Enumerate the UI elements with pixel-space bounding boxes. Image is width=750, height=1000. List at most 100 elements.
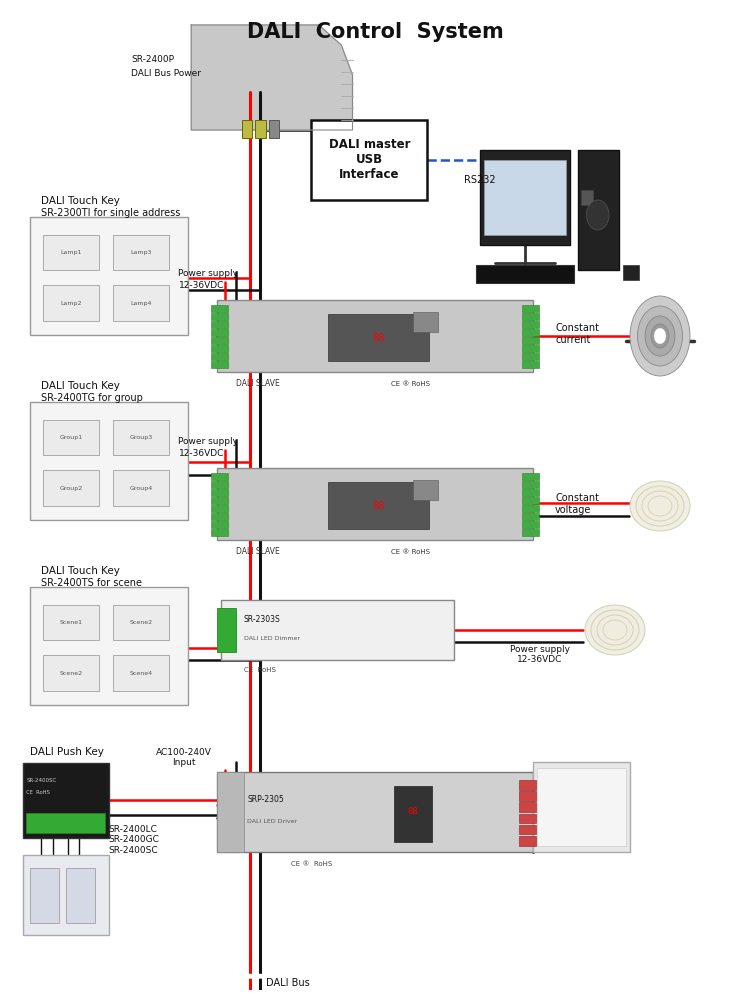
FancyBboxPatch shape [211, 505, 228, 512]
FancyBboxPatch shape [622, 265, 639, 280]
FancyBboxPatch shape [217, 772, 244, 852]
FancyBboxPatch shape [211, 345, 228, 352]
FancyBboxPatch shape [413, 312, 438, 332]
FancyBboxPatch shape [43, 285, 99, 321]
FancyBboxPatch shape [211, 489, 228, 496]
FancyBboxPatch shape [413, 480, 438, 500]
Text: CE ® RoHS: CE ® RoHS [391, 549, 430, 555]
Text: RS232: RS232 [464, 175, 496, 185]
FancyBboxPatch shape [43, 470, 99, 506]
FancyBboxPatch shape [211, 497, 228, 504]
FancyBboxPatch shape [112, 605, 170, 640]
Text: 12-36VDC: 12-36VDC [178, 282, 224, 290]
FancyBboxPatch shape [211, 513, 228, 520]
Text: DALI Touch Key: DALI Touch Key [41, 381, 120, 391]
Text: Constant
current: Constant current [555, 323, 599, 345]
FancyBboxPatch shape [211, 353, 228, 360]
Text: DALI SLAVE: DALI SLAVE [236, 548, 280, 556]
Text: Power supply: Power supply [178, 269, 238, 278]
Text: Lamp4: Lamp4 [130, 301, 152, 306]
FancyBboxPatch shape [522, 361, 538, 368]
Ellipse shape [648, 496, 672, 516]
FancyBboxPatch shape [221, 600, 454, 660]
FancyBboxPatch shape [522, 345, 538, 352]
FancyBboxPatch shape [519, 780, 536, 790]
FancyBboxPatch shape [66, 868, 94, 923]
Text: SRP-2305: SRP-2305 [248, 796, 284, 804]
Text: Group4: Group4 [129, 486, 152, 491]
FancyBboxPatch shape [328, 314, 428, 361]
FancyBboxPatch shape [22, 763, 109, 838]
FancyBboxPatch shape [522, 329, 538, 336]
Circle shape [586, 200, 609, 230]
FancyBboxPatch shape [311, 120, 428, 200]
FancyBboxPatch shape [211, 329, 228, 336]
Text: Power supply: Power supply [178, 438, 238, 446]
FancyBboxPatch shape [519, 836, 536, 846]
Text: 12-36VDC: 12-36VDC [178, 450, 224, 458]
Text: DALI Touch Key: DALI Touch Key [41, 196, 120, 206]
FancyBboxPatch shape [484, 160, 566, 235]
Text: 88: 88 [372, 501, 384, 511]
FancyBboxPatch shape [522, 529, 538, 536]
FancyBboxPatch shape [532, 762, 630, 852]
FancyBboxPatch shape [217, 608, 236, 652]
FancyBboxPatch shape [217, 300, 532, 372]
FancyBboxPatch shape [26, 813, 105, 833]
Text: DALI Touch Key: DALI Touch Key [41, 566, 120, 576]
Text: DALI master
USB
Interface: DALI master USB Interface [328, 138, 410, 181]
Circle shape [638, 306, 682, 366]
FancyBboxPatch shape [43, 605, 99, 640]
Text: Scene2: Scene2 [59, 671, 82, 676]
Text: DALI LED Dimmer: DALI LED Dimmer [244, 636, 300, 642]
Text: SR-2400SC: SR-2400SC [26, 778, 56, 784]
Text: Constant
voltage: Constant voltage [555, 493, 599, 515]
Text: Power supply
12-36VDC: Power supply 12-36VDC [510, 645, 570, 664]
FancyBboxPatch shape [211, 529, 228, 536]
Ellipse shape [591, 610, 639, 650]
FancyBboxPatch shape [537, 768, 626, 846]
FancyBboxPatch shape [217, 772, 532, 852]
FancyBboxPatch shape [581, 190, 592, 205]
Text: CE  RoHS: CE RoHS [26, 790, 50, 796]
FancyBboxPatch shape [217, 468, 532, 540]
Text: Scene1: Scene1 [59, 620, 82, 625]
Text: Scene4: Scene4 [129, 671, 152, 676]
Text: Group3: Group3 [129, 435, 152, 440]
Text: Scene2: Scene2 [129, 620, 152, 625]
FancyBboxPatch shape [211, 313, 228, 320]
FancyBboxPatch shape [522, 481, 538, 488]
Ellipse shape [585, 605, 645, 655]
FancyBboxPatch shape [211, 481, 228, 488]
Text: SR-2400LC
SR-2400GC
SR-2400SC: SR-2400LC SR-2400GC SR-2400SC [109, 825, 160, 855]
FancyBboxPatch shape [522, 337, 538, 344]
FancyBboxPatch shape [519, 791, 536, 801]
FancyBboxPatch shape [578, 150, 619, 270]
Text: Lamp3: Lamp3 [130, 250, 152, 255]
FancyBboxPatch shape [480, 150, 570, 245]
FancyBboxPatch shape [522, 513, 538, 520]
FancyBboxPatch shape [112, 235, 170, 270]
FancyBboxPatch shape [30, 868, 58, 923]
FancyBboxPatch shape [522, 321, 538, 328]
FancyBboxPatch shape [22, 855, 109, 935]
FancyBboxPatch shape [112, 285, 170, 321]
Text: CE  RoHS: CE RoHS [244, 667, 276, 673]
FancyBboxPatch shape [522, 473, 538, 480]
Text: Group2: Group2 [59, 486, 82, 491]
Circle shape [654, 328, 666, 344]
Text: DALI Bus: DALI Bus [266, 978, 310, 988]
FancyBboxPatch shape [255, 120, 266, 138]
FancyBboxPatch shape [30, 402, 188, 520]
Text: AC100-240V
Input: AC100-240V Input [156, 748, 212, 767]
Polygon shape [191, 25, 352, 130]
FancyBboxPatch shape [268, 120, 279, 138]
Text: DALI SLAVE: DALI SLAVE [236, 379, 280, 388]
Text: DALI LED Driver: DALI LED Driver [248, 819, 298, 824]
FancyBboxPatch shape [522, 305, 538, 312]
Text: DALI Bus Power: DALI Bus Power [131, 68, 201, 78]
FancyBboxPatch shape [211, 473, 228, 480]
Text: SR-2400TS for scene: SR-2400TS for scene [41, 578, 142, 588]
Circle shape [651, 324, 669, 348]
Text: SR-2300TI for single address: SR-2300TI for single address [41, 208, 181, 218]
